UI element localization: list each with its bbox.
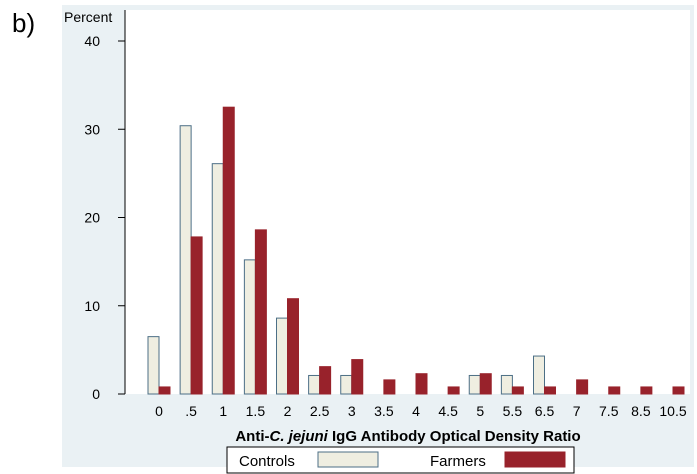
x-tick-label: 7.5 — [599, 403, 619, 419]
bar-farmers-6 — [351, 359, 364, 395]
y-tick-label: 10 — [84, 298, 100, 314]
x-tick-label: 3.5 — [374, 403, 394, 419]
legend-label-controls: Controls — [239, 453, 295, 470]
x-tick-label: 4 — [412, 403, 420, 419]
bar-controls-6 — [340, 374, 353, 395]
y-tick-label: 20 — [84, 210, 100, 226]
bar-farmers-11 — [511, 386, 524, 395]
x-axis-title-part-3: IgG Antibody Optical Density Ratio — [328, 428, 581, 445]
bar-controls-11 — [500, 374, 513, 395]
bar-farmers-3 — [254, 229, 267, 395]
x-axis-title-part-1: Anti- — [235, 428, 269, 445]
bar-controls-2 — [211, 163, 224, 395]
x-axis-title-italic: C. jejuni — [270, 428, 329, 445]
bar-farmers-10 — [479, 373, 492, 395]
bar-farmers-14 — [608, 386, 621, 395]
y-axis-title: Percent — [64, 9, 112, 25]
x-tick-label: 8.5 — [631, 403, 651, 419]
y-tick-label: 0 — [92, 386, 100, 402]
x-tick-label: 7 — [573, 403, 581, 419]
y-tick-label: 40 — [84, 33, 100, 49]
x-axis-title: Anti-C. jejuni IgG Antibody Optical Dens… — [235, 428, 580, 445]
bar-farmers-9 — [447, 386, 460, 395]
x-tick-label: 6.5 — [535, 403, 555, 419]
bar-controls-3 — [243, 259, 256, 395]
bar-controls-5 — [308, 374, 321, 395]
bar-farmers-7 — [383, 379, 396, 395]
x-tick-label: .5 — [185, 403, 197, 419]
x-tick-label: 1 — [219, 403, 227, 419]
bar-controls-12 — [533, 355, 545, 395]
panel-label: b) — [12, 8, 36, 38]
bar-controls-4 — [276, 317, 288, 395]
x-tick-labels: 0 .5 1 1.5 2 2.5 3 3.5 4 4.5 5 5.5 6.5 7 7.5 8.5 10.5 — [155, 403, 687, 419]
bar-farmers-0 — [158, 386, 171, 395]
bar-farmers-5 — [319, 366, 332, 395]
legend-swatch-farmers — [504, 451, 566, 468]
bar-controls-0 — [147, 336, 160, 395]
bar-farmers-16 — [672, 386, 685, 395]
bar-farmers-4 — [287, 298, 299, 395]
bar-farmers-15 — [640, 386, 653, 395]
x-tick-label: 3 — [348, 403, 356, 419]
bars — [147, 106, 685, 395]
x-tick-label: 2 — [284, 403, 292, 419]
x-tick-label: 1.5 — [246, 403, 266, 419]
x-tick-label: 4.5 — [438, 403, 458, 419]
x-tick-label: 2.5 — [310, 403, 330, 419]
y-ticks: 0 10 20 30 40 — [84, 33, 125, 402]
x-tick-label: 5 — [476, 403, 484, 419]
x-tick-label: 10.5 — [659, 403, 686, 419]
bar-farmers-12 — [544, 386, 556, 395]
bar-controls-1 — [179, 125, 192, 395]
legend-swatch-controls — [317, 451, 379, 468]
y-tick-label: 30 — [84, 121, 100, 137]
bar-farmers-2 — [222, 106, 235, 395]
x-tick-label: 5.5 — [503, 403, 523, 419]
legend: Controls Farmers — [226, 446, 575, 474]
bar-farmers-13 — [576, 379, 589, 395]
legend-label-farmers: Farmers — [430, 453, 486, 470]
plot-area — [125, 10, 690, 394]
bar-controls-10 — [468, 374, 481, 395]
x-tick-label: 0 — [155, 403, 163, 419]
bar-farmers-1 — [190, 236, 203, 395]
bar-farmers-8 — [415, 373, 428, 395]
